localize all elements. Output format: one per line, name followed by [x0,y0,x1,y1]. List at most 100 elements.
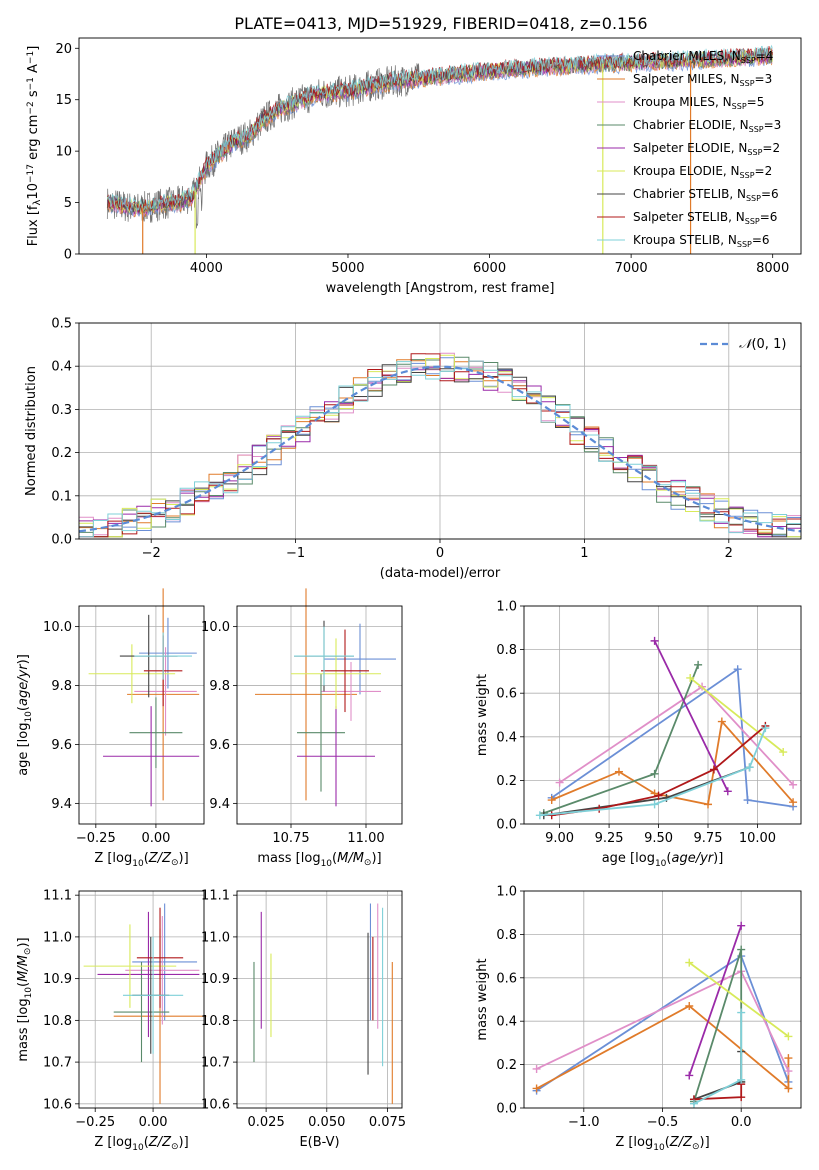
series-line [688,961,789,1038]
x-tick-label: 0 [436,546,444,561]
legend-entry: Salpeter ELODIE, NSSP=2 [633,141,780,157]
axes-frame [523,605,802,825]
x-tick-label: −0.5 [647,1115,679,1130]
y-tick-label: 0.6 [496,687,517,702]
x-tick-label: 0.025 [248,1115,285,1130]
y-tick-label: 9.4 [51,797,72,812]
y-tick-label: 11.1 [43,889,72,904]
x-tick-label: 10.00 [739,831,776,846]
legend-entry: Chabrier MILES, NSSP=4 [633,49,773,65]
y-tick-label: 20 [55,42,72,57]
legend-entry: Kroupa MILES, NSSP=5 [633,95,764,111]
y-tick-label: 9.6 [209,738,230,753]
y-tick-label: 0.6 [496,971,517,986]
series-point [784,1084,793,1093]
legend-entry: Chabrier STELIB, NSSP=6 [633,187,779,203]
x-tick-label: −1.0 [568,1115,600,1130]
x-tick-label: 10.75 [272,831,309,846]
x-axis-label: mass [log10(M/M⊙)] [257,851,381,869]
series-point [650,636,659,645]
series-point [779,748,788,757]
series-point [547,796,556,805]
y-tick-label: 10.8 [43,1014,72,1029]
x-tick-label: 9.75 [694,831,723,846]
x-tick-label: 0.075 [369,1115,406,1130]
series-point [694,660,703,669]
y-tick-label: 9.8 [209,679,230,694]
series-point [789,798,798,807]
gaussian-curve [78,365,802,533]
series-point [743,796,752,805]
histogram-step [79,360,801,538]
series-point [685,1002,694,1011]
x-tick-label: 4000 [190,261,223,276]
y-tick-label: 0.2 [496,774,517,789]
series-point [535,811,544,820]
series-point [717,717,726,726]
histogram-step [79,353,801,538]
series-point [689,1099,698,1108]
y-tick-label: 0.5 [51,317,72,332]
x-tick-label: 0.050 [308,1115,345,1130]
series-point [704,800,713,809]
x-tick-label: 0.00 [141,831,170,846]
x-axis-label: Z [log10(Z/Z⊙)] [94,1135,188,1153]
x-tick-label: −1 [286,546,305,561]
series-point [685,1071,694,1080]
y-axis-label: Flux [fλ10−17 erg cm−2 s−1 A−1] [26,46,43,247]
series-line [688,925,743,1076]
series-line [551,667,794,808]
x-tick-label: 11.00 [347,831,384,846]
y-axis-label: mass [log10(M/M⊙)] [16,937,34,1061]
legend-entry: Salpeter MILES, NSSP=3 [633,72,772,88]
y-tick-label: 0.2 [51,446,72,461]
y-tick-label: 10.7 [43,1056,72,1071]
x-tick-label: −2 [142,546,161,561]
y-tick-label: 0.4 [51,360,72,375]
series-point [745,763,754,772]
series-point [532,1084,541,1093]
series-point [532,1064,541,1073]
series-point [737,921,746,930]
y-tick-label: 0 [64,248,72,263]
series-point [733,665,742,674]
y-tick-label: 10.0 [201,620,230,635]
series-point [784,1067,793,1076]
y-axis-label: Normed distribution [24,366,39,496]
axes-frame [523,890,802,1109]
series-line [539,727,767,817]
legend-entry: 𝒩(0, 1) [739,337,786,352]
y-axis-label: mass weight [475,674,490,756]
y-tick-label: 10.8 [201,1014,230,1029]
x-tick-label: 8000 [756,261,789,276]
y-tick-label: 10 [55,145,72,160]
x-axis-label: E(B-V) [299,1135,339,1150]
y-tick-label: 0.4 [496,1015,517,1030]
x-axis-label: wavelength [Angstrom, rest frame] [326,281,555,296]
y-tick-label: 0.8 [496,928,517,943]
y-tick-label: 0.2 [496,1058,517,1073]
y-tick-label: 0.4 [496,730,517,745]
axes-frame [236,605,403,825]
series-point [784,1054,793,1063]
x-tick-label: 7000 [615,261,648,276]
series-line [551,719,794,806]
x-tick-label: 9.00 [545,831,574,846]
series-point [650,769,659,778]
x-tick-label: 9.50 [644,831,673,846]
y-tick-label: 11.0 [201,930,230,945]
series-line [653,640,729,792]
series-point [686,673,695,682]
y-tick-label: 10.9 [201,972,230,987]
figure-title: PLATE=0413, MJD=51929, FIBERID=0418, z=0… [234,14,647,33]
y-tick-label: 10.6 [201,1097,230,1112]
legend-entry: Kroupa ELODIE, NSSP=2 [633,164,772,180]
spectrum-model-line [106,44,773,214]
y-tick-label: 0.8 [496,643,517,658]
x-tick-label: −0.25 [75,1115,115,1130]
y-tick-label: 11.0 [43,930,72,945]
y-tick-label: 9.4 [209,797,230,812]
x-tick-label: 0.00 [139,1115,168,1130]
series-point [650,800,659,809]
